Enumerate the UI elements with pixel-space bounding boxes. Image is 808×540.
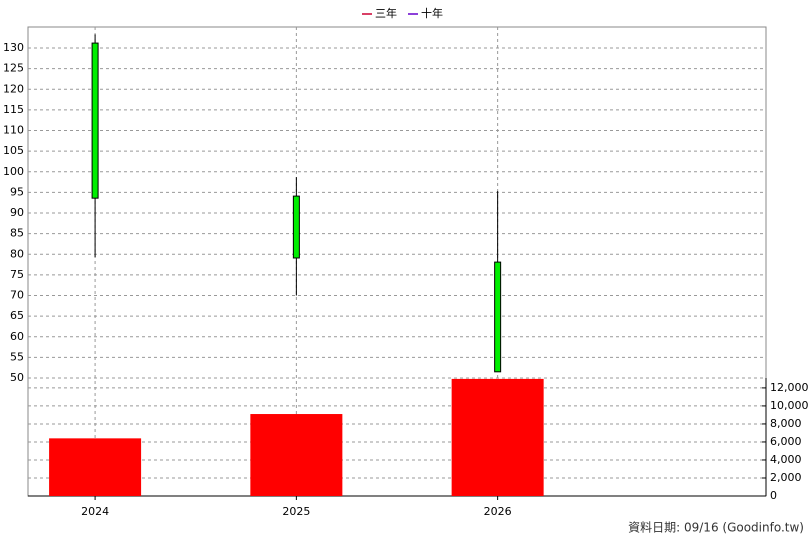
y-tick-label: 60	[10, 330, 24, 343]
y2-tick-label: 6,000	[770, 435, 802, 448]
legend-label: 三年	[375, 6, 397, 20]
y-tick-label: 75	[10, 268, 24, 281]
y-tick-label: 55	[10, 350, 24, 363]
candle-body	[494, 261, 502, 373]
y-tick-label: 70	[10, 289, 24, 302]
y-tick-label: 105	[3, 144, 24, 157]
y-tick-label: 90	[10, 206, 24, 219]
y-tick-label: 130	[3, 41, 24, 54]
volume-bar	[250, 414, 343, 496]
y-tick-label: 110	[3, 124, 24, 137]
y-tick-label: 120	[3, 82, 24, 95]
plot-frame	[27, 26, 767, 497]
x-tick-label: 2026	[484, 505, 512, 518]
y2-tick-label: 12,000	[770, 381, 808, 394]
y2-tick-label: 10,000	[770, 399, 808, 412]
y2-tick-label: 2,000	[770, 471, 802, 484]
volume-bar	[49, 438, 142, 496]
y2-tick-label: 8,000	[770, 417, 802, 430]
x-tick-label: 2025	[282, 505, 310, 518]
y-tick-label: 95	[10, 185, 24, 198]
y-tick-label: 80	[10, 247, 24, 260]
legend-label: 十年	[421, 6, 443, 20]
y-tick-label: 65	[10, 309, 24, 322]
y2-tick-label: 0	[770, 489, 777, 502]
footer: 資料日期: 09/16 (Goodinfo.tw)	[628, 521, 804, 535]
x-tick-label: 2024	[81, 505, 109, 518]
y-tick-label: 50	[10, 371, 24, 384]
y-tick-label: 85	[10, 227, 24, 240]
y-tick-label: 100	[3, 165, 24, 178]
candle-body	[91, 42, 99, 199]
y-tick-label: 125	[3, 62, 24, 75]
y2-tick-label: 4,000	[770, 453, 802, 466]
y-tick-label: 115	[3, 103, 24, 116]
candle-body	[292, 195, 300, 259]
volume-bar	[451, 378, 544, 496]
